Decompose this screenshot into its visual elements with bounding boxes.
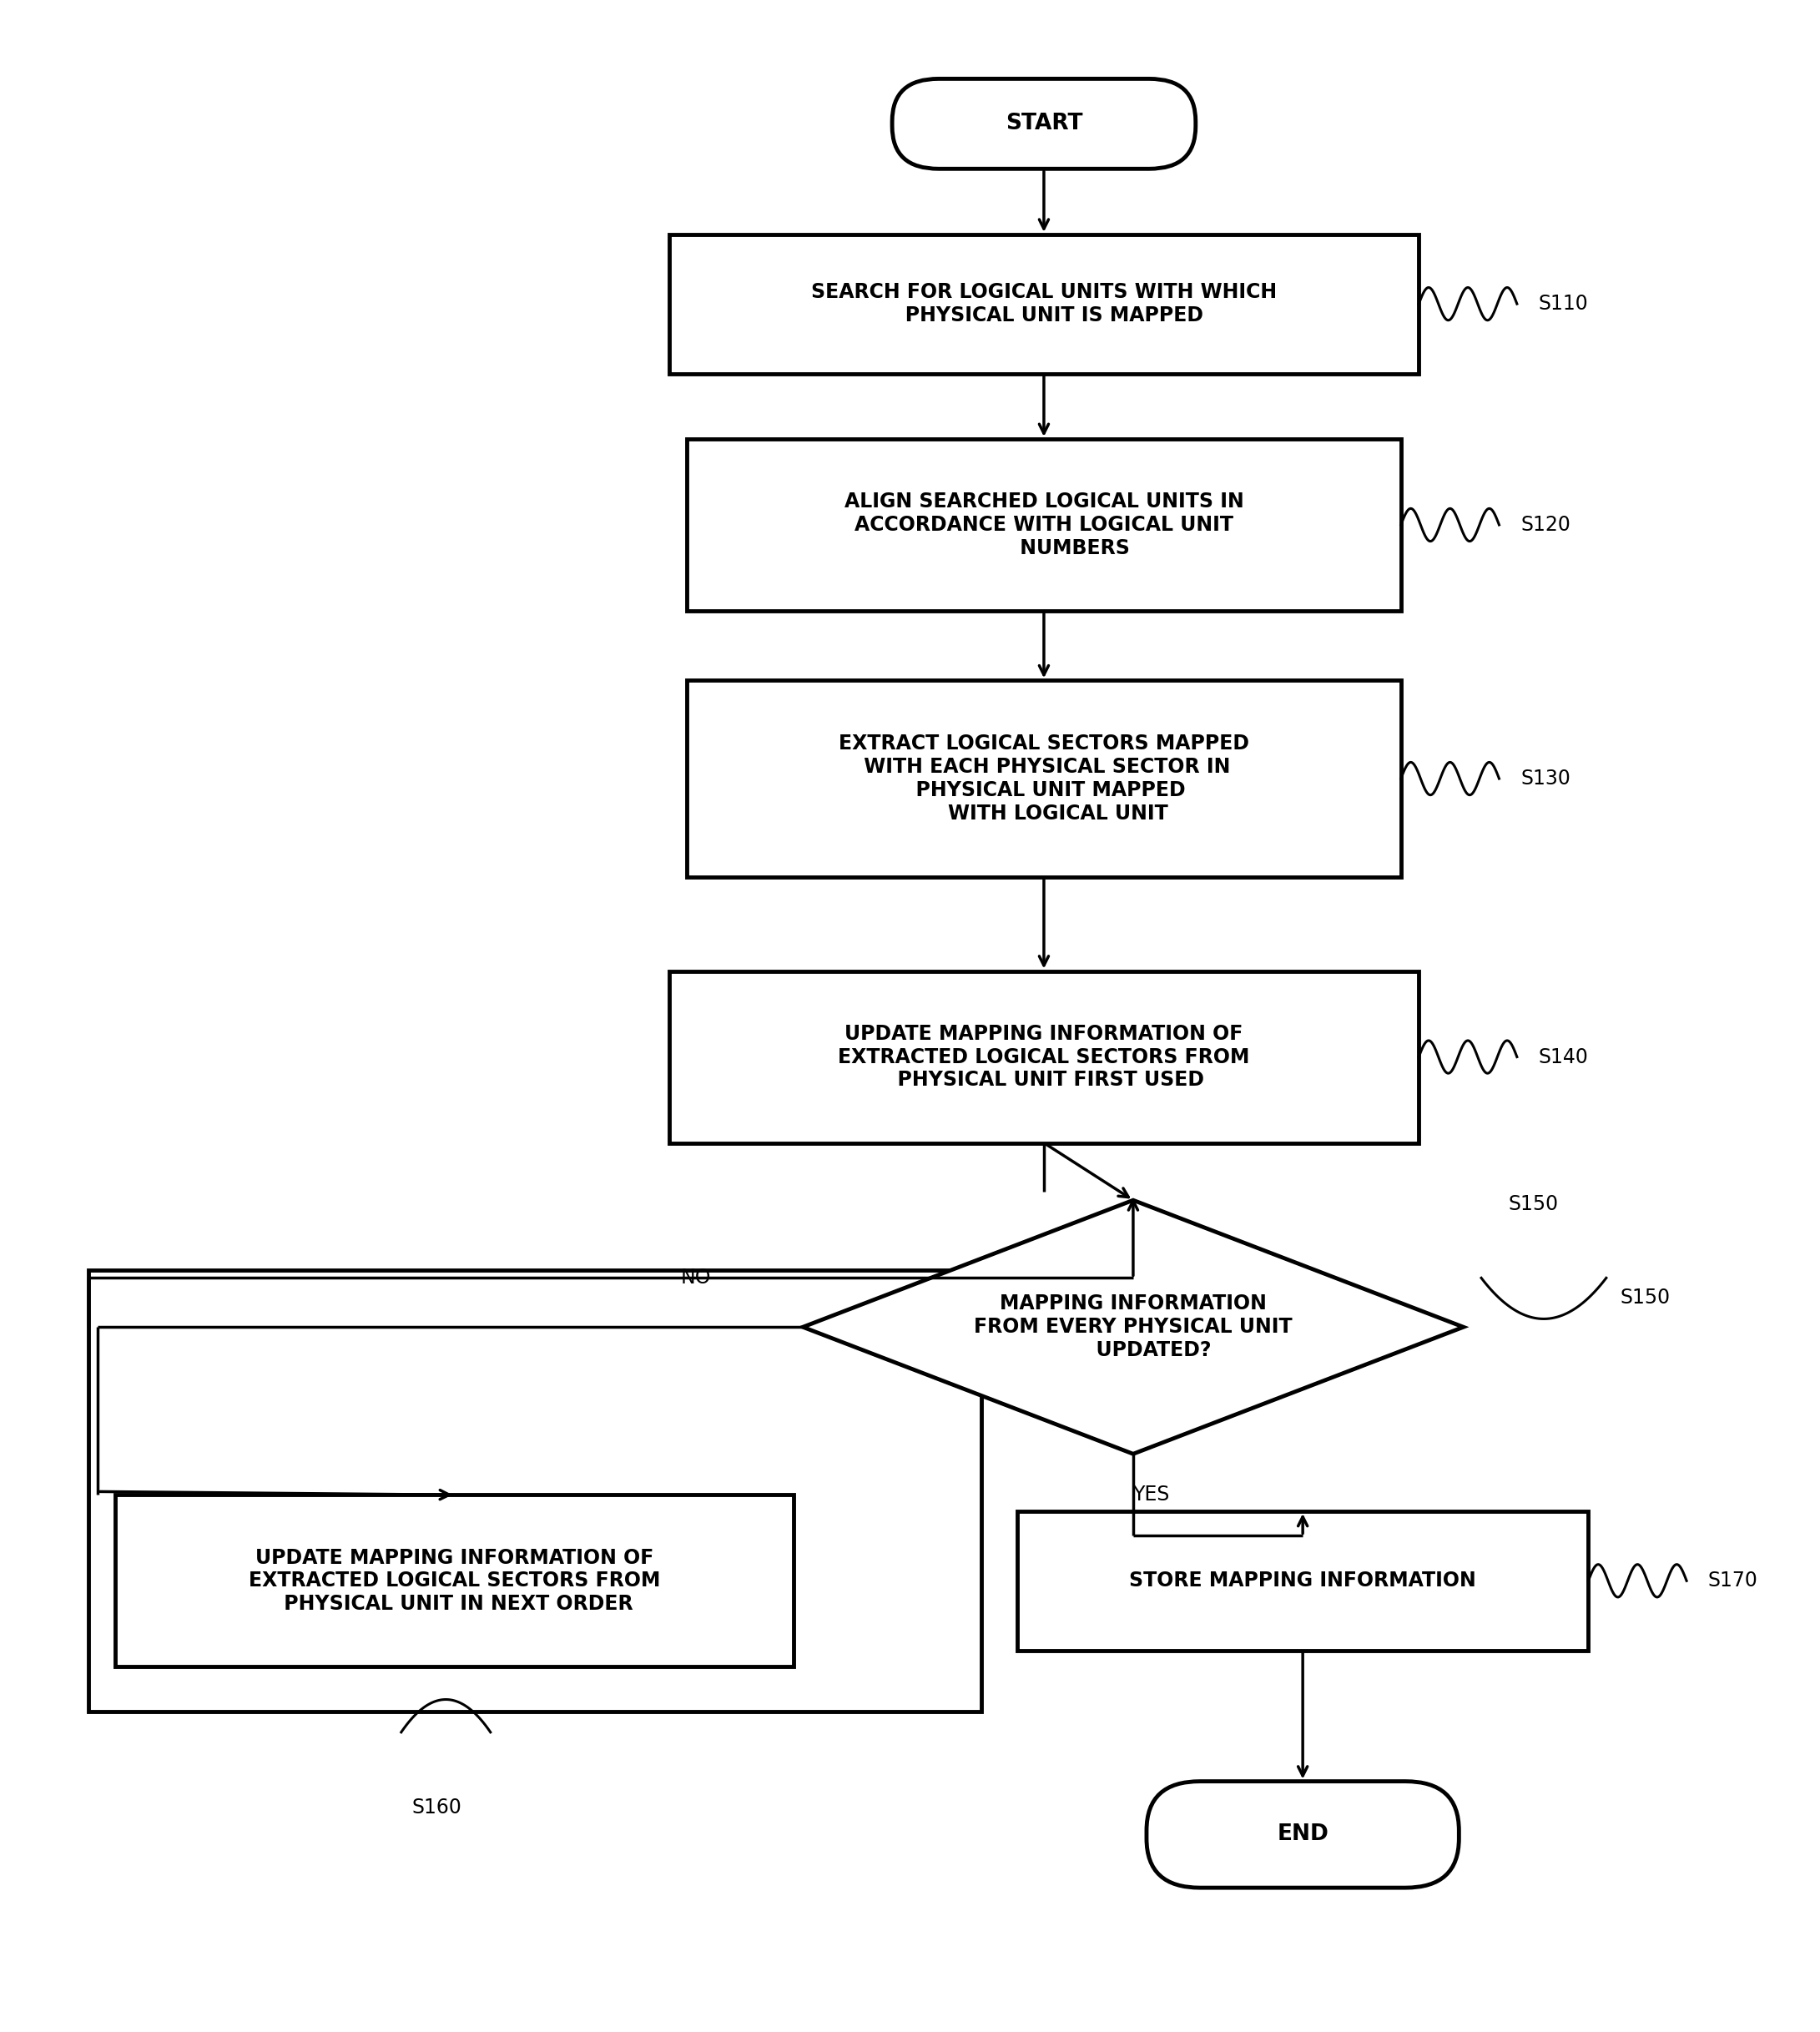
Text: S150: S150 (1509, 1195, 1558, 1215)
Bar (670, 971, 1420, 1142)
Text: S170: S170 (1707, 1571, 1758, 1591)
Text: S110: S110 (1538, 295, 1589, 313)
Text: STORE MAPPING INFORMATION: STORE MAPPING INFORMATION (1128, 1571, 1476, 1591)
Text: SEARCH FOR LOGICAL UNITS WITH WHICH
   PHYSICAL UNIT IS MAPPED: SEARCH FOR LOGICAL UNITS WITH WHICH PHYS… (812, 282, 1278, 325)
Bar (670, 234, 1420, 374)
Text: S130: S130 (1520, 768, 1571, 788)
Text: END: END (1278, 1823, 1329, 1845)
Bar (686, 439, 1401, 612)
Text: EXTRACT LOGICAL SECTORS MAPPED
 WITH EACH PHYSICAL SECTOR IN
  PHYSICAL UNIT MAP: EXTRACT LOGICAL SECTORS MAPPED WITH EACH… (839, 734, 1249, 823)
Bar (1017, 1512, 1589, 1650)
Text: MAPPING INFORMATION
FROM EVERY PHYSICAL UNIT
      UPDATED?: MAPPING INFORMATION FROM EVERY PHYSICAL … (974, 1294, 1292, 1359)
Bar (686, 681, 1401, 878)
Text: YES: YES (1132, 1485, 1170, 1506)
Polygon shape (803, 1201, 1463, 1455)
Text: UPDATE MAPPING INFORMATION OF
EXTRACTED LOGICAL SECTORS FROM
 PHYSICAL UNIT IN N: UPDATE MAPPING INFORMATION OF EXTRACTED … (249, 1548, 661, 1613)
Text: S140: S140 (1538, 1046, 1589, 1067)
Bar (89, 1270, 981, 1711)
Bar (116, 1496, 794, 1666)
Text: NO: NO (681, 1268, 712, 1288)
Text: UPDATE MAPPING INFORMATION OF
EXTRACTED LOGICAL SECTORS FROM
  PHYSICAL UNIT FIR: UPDATE MAPPING INFORMATION OF EXTRACTED … (837, 1024, 1250, 1089)
Text: START: START (1005, 114, 1083, 134)
Text: S150: S150 (1620, 1288, 1671, 1307)
Text: S160: S160 (411, 1798, 462, 1819)
FancyBboxPatch shape (892, 79, 1196, 169)
Text: S120: S120 (1520, 514, 1571, 534)
FancyBboxPatch shape (1147, 1782, 1460, 1888)
Text: ALIGN SEARCHED LOGICAL UNITS IN
ACCORDANCE WITH LOGICAL UNIT
         NUMBERS: ALIGN SEARCHED LOGICAL UNITS IN ACCORDAN… (844, 492, 1243, 559)
